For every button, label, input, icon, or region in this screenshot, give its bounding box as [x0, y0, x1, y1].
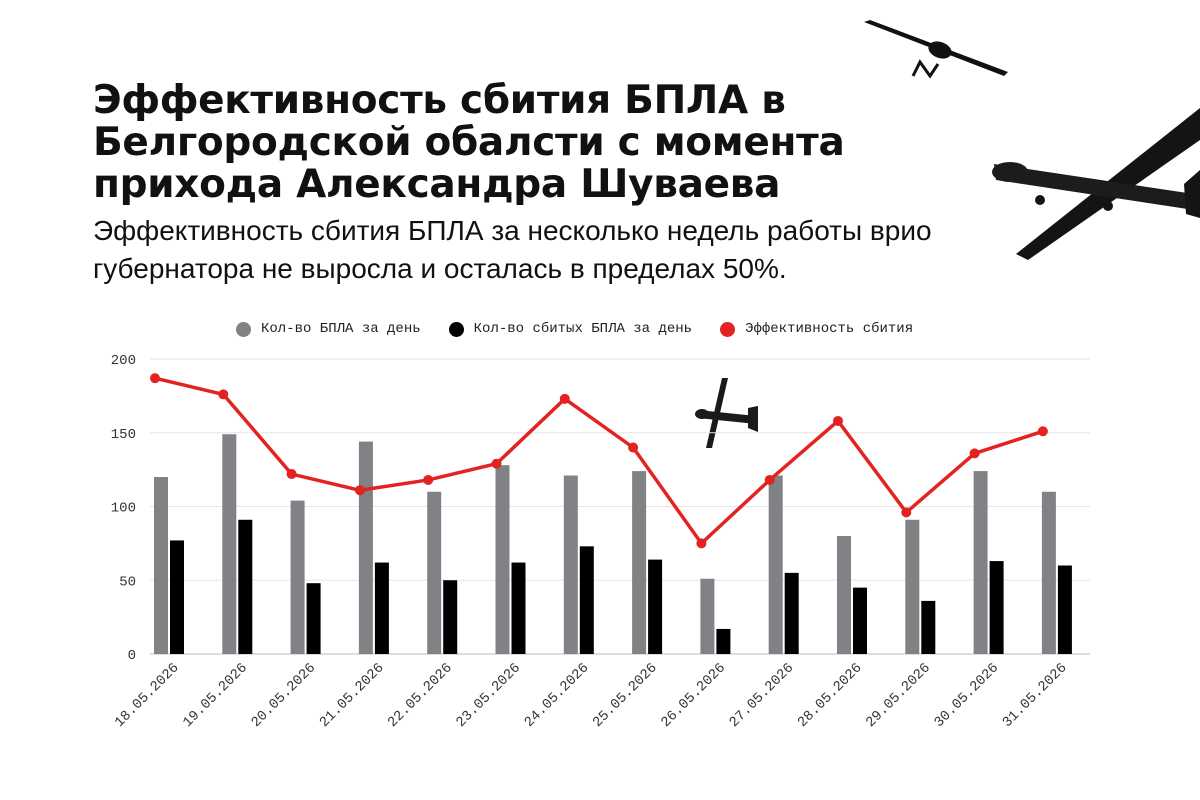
chart-title: Эффективность сбития БПЛА в Белгородской…: [93, 78, 845, 207]
bar-downed: [443, 580, 458, 654]
efficiency-point: [628, 442, 639, 453]
bar-total: [495, 465, 510, 654]
bar-downed: [784, 572, 799, 654]
drone-chart-icon: [695, 378, 758, 448]
bar-downed: [238, 519, 253, 654]
bar-downed: [374, 562, 389, 654]
legend-item-total: Кол-во БПЛА за день: [236, 321, 421, 337]
legend-label-total: Кол-во БПЛА за день: [261, 321, 421, 337]
y-tick-label: 100: [111, 501, 136, 517]
bar-downed: [1057, 565, 1072, 654]
efficiency-point: [354, 485, 365, 496]
efficiency-point: [559, 393, 570, 404]
bar-total: [1041, 491, 1056, 654]
x-tick-label: 21.05.2026: [317, 660, 388, 731]
bar-total: [358, 441, 373, 654]
efficiency-point: [150, 373, 160, 384]
chart-subtitle: Эффективность сбития БПЛА за несколько н…: [93, 215, 932, 284]
efficiency-point: [286, 469, 297, 480]
efficiency-point: [901, 507, 912, 518]
efficiency-point: [833, 415, 843, 426]
bar-total: [905, 519, 920, 654]
legend-dot-total: [236, 321, 251, 337]
bar-total: [222, 434, 237, 654]
legend: Кол-во БПЛА за день Кол-во сбитых БПЛА з…: [236, 318, 941, 340]
bar-downed: [989, 561, 1004, 654]
bar-downed: [579, 546, 594, 654]
drone-large-icon: [992, 108, 1200, 260]
x-tick-label: 19.05.2026: [180, 660, 251, 731]
bar-total: [154, 477, 168, 654]
y-tick-label: 150: [111, 427, 136, 443]
bar-downed: [648, 559, 663, 654]
x-tick-label: 30.05.2026: [931, 660, 1002, 731]
efficiency-point: [491, 458, 502, 469]
bar-total: [837, 536, 851, 654]
efficiency-point: [969, 448, 980, 459]
x-tick-label: 31.05.2026: [1000, 660, 1071, 731]
bar-total: [632, 471, 647, 654]
bar-total: [290, 500, 305, 654]
legend-label-downed: Кол-во сбитых БПЛА за день: [473, 321, 693, 337]
y-tick-label: 200: [111, 353, 136, 369]
x-tick-label: 28.05.2026: [795, 660, 866, 731]
y-tick-label: 0: [128, 648, 136, 664]
legend-dot-efficiency: [720, 321, 736, 337]
efficiency-point: [764, 474, 775, 485]
y-tick-label: 50: [119, 574, 136, 590]
x-tick-label: 22.05.2026: [385, 660, 456, 731]
legend-item-efficiency: Эффективность сбития: [720, 321, 913, 337]
bar-downed: [306, 583, 321, 654]
bar-total: [427, 491, 442, 654]
efficiency-point: [218, 389, 229, 400]
bar-total: [768, 475, 783, 654]
x-tick-label: 25.05.2026: [590, 660, 661, 731]
efficiency-point: [696, 538, 707, 549]
bar-total: [700, 578, 715, 654]
efficiency-point: [423, 474, 434, 485]
legend-dot-downed: [448, 321, 464, 337]
efficiency-line: [154, 376, 1044, 546]
bar-downed: [921, 600, 936, 654]
x-tick-label: 23.05.2026: [453, 660, 524, 731]
bar-downed: [170, 540, 184, 654]
x-tick-label: 26.05.2026: [658, 660, 729, 731]
legend-item-downed: Кол-во сбитых БПЛА за день: [448, 321, 693, 337]
efficiency-point: [1037, 426, 1048, 437]
bar-downed: [853, 587, 867, 654]
x-tick-label: 24.05.2026: [522, 660, 593, 731]
drone-top-icon: [864, 20, 1008, 79]
bar-total: [973, 471, 988, 654]
bar-downed: [511, 562, 526, 654]
x-tick-label: 20.05.2026: [248, 660, 319, 731]
legend-label-efficiency: Эффективность сбития: [745, 321, 914, 337]
bar-total: [563, 475, 578, 654]
x-tick-label: 18.05.2026: [112, 660, 183, 731]
x-tick-label: 29.05.2026: [863, 660, 934, 731]
bar-downed: [716, 628, 731, 654]
x-tick-label: 27.05.2026: [727, 660, 798, 731]
